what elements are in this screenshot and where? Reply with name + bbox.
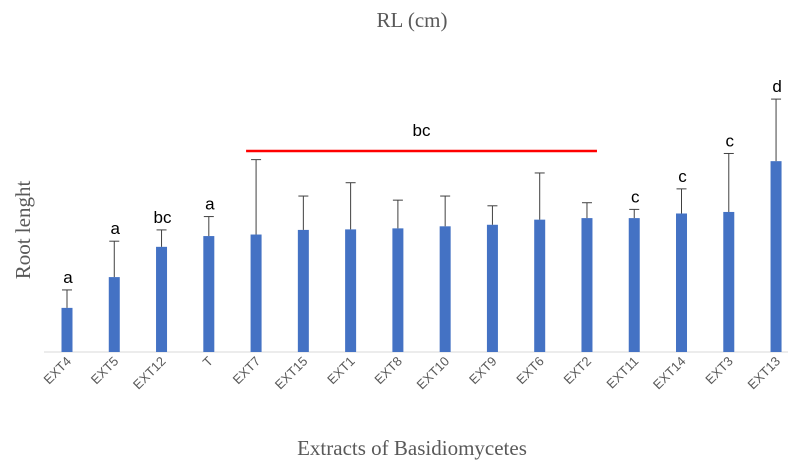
significance-letter: c xyxy=(678,167,687,186)
x-tick-label: EXT1 xyxy=(324,354,358,388)
x-tick-label: EXT6 xyxy=(513,354,547,388)
bar xyxy=(486,224,498,352)
group-bracket-label: bc xyxy=(413,121,431,140)
plot-area: a EXT4 a EXT5 bc EXT12 a T EXT7 EXT15 EXT1 EXT8 EXT1… xyxy=(41,77,784,392)
significance-letter: c xyxy=(631,187,640,206)
x-tick-label: T xyxy=(200,353,216,369)
chart-title: RL (cm) xyxy=(377,8,448,32)
significance-letter: a xyxy=(63,268,73,287)
x-tick-label: EXT7 xyxy=(230,354,264,388)
x-tick-label: EXT11 xyxy=(603,354,641,392)
bar xyxy=(345,229,357,352)
bar xyxy=(297,229,309,352)
x-tick-label: EXT14 xyxy=(650,354,689,393)
x-tick-label: EXT10 xyxy=(414,354,453,393)
x-tick-label: EXT5 xyxy=(88,354,122,388)
x-tick-label: EXT9 xyxy=(466,354,500,388)
bar xyxy=(770,161,782,352)
bar xyxy=(723,211,735,352)
significance-letter: bc xyxy=(154,208,172,227)
bar xyxy=(392,228,404,352)
y-axis-title: Root lenght xyxy=(11,181,35,280)
bar xyxy=(628,218,640,352)
bar xyxy=(676,213,688,352)
bar xyxy=(108,277,120,352)
significance-letter: a xyxy=(205,195,215,214)
x-tick-label: EXT15 xyxy=(272,354,311,393)
x-tick-label: EXT12 xyxy=(130,354,169,393)
significance-letter: c xyxy=(726,131,735,150)
bar xyxy=(156,246,168,352)
x-tick-label: EXT8 xyxy=(371,354,405,388)
x-tick-label: EXT2 xyxy=(560,354,594,388)
significance-letter: d xyxy=(772,77,781,96)
x-tick-label: EXT3 xyxy=(702,354,736,388)
x-axis-title: Extracts of Basidiomycetes xyxy=(297,436,527,460)
x-tick-label: EXT13 xyxy=(744,354,783,393)
bar xyxy=(581,218,593,352)
bar xyxy=(203,236,215,352)
bar xyxy=(61,307,73,352)
x-tick-label: EXT4 xyxy=(41,354,75,388)
significance-letter: a xyxy=(111,219,121,238)
bar xyxy=(250,234,262,352)
bar xyxy=(439,226,451,352)
bar xyxy=(534,219,546,352)
